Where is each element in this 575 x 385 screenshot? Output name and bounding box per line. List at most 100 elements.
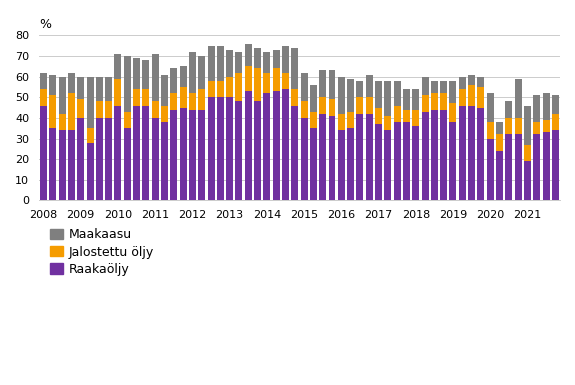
Bar: [366, 97, 373, 114]
Bar: [301, 101, 308, 118]
Bar: [105, 101, 112, 118]
Bar: [87, 77, 94, 128]
Bar: [161, 122, 168, 201]
Bar: [459, 77, 466, 89]
Bar: [375, 81, 382, 108]
Bar: [496, 122, 503, 134]
Bar: [179, 66, 186, 87]
Bar: [263, 93, 270, 201]
Bar: [543, 120, 550, 132]
Bar: [412, 126, 419, 201]
Bar: [170, 110, 177, 201]
Bar: [515, 79, 522, 118]
Bar: [96, 77, 103, 101]
Bar: [292, 48, 298, 89]
Bar: [124, 112, 131, 128]
Bar: [394, 81, 401, 105]
Bar: [263, 52, 270, 72]
Bar: [384, 81, 392, 116]
Bar: [552, 95, 559, 114]
Bar: [282, 89, 289, 201]
Bar: [450, 104, 457, 122]
Bar: [347, 112, 354, 128]
Bar: [524, 145, 531, 161]
Bar: [40, 89, 47, 105]
Bar: [412, 110, 419, 126]
Bar: [226, 50, 233, 77]
Bar: [77, 118, 84, 201]
Bar: [189, 93, 196, 110]
Bar: [198, 56, 205, 89]
Bar: [49, 95, 56, 128]
Bar: [226, 97, 233, 201]
Bar: [477, 108, 484, 201]
Bar: [235, 72, 243, 101]
Bar: [543, 132, 550, 201]
Bar: [152, 54, 159, 101]
Bar: [124, 56, 131, 112]
Bar: [59, 130, 66, 201]
Bar: [486, 139, 494, 201]
Bar: [486, 122, 494, 139]
Bar: [170, 69, 177, 93]
Bar: [543, 93, 550, 120]
Bar: [49, 128, 56, 201]
Bar: [198, 89, 205, 110]
Bar: [245, 91, 252, 201]
Bar: [68, 72, 75, 93]
Bar: [515, 118, 522, 134]
Bar: [468, 85, 475, 105]
Bar: [552, 130, 559, 201]
Bar: [356, 97, 363, 114]
Bar: [403, 122, 410, 201]
Bar: [40, 105, 47, 201]
Bar: [366, 114, 373, 201]
Bar: [143, 89, 150, 105]
Bar: [421, 77, 428, 95]
Bar: [319, 70, 326, 97]
Bar: [273, 69, 279, 91]
Bar: [292, 89, 298, 105]
Bar: [179, 87, 186, 108]
Bar: [217, 46, 224, 81]
Bar: [282, 46, 289, 72]
Bar: [505, 118, 512, 134]
Bar: [319, 114, 326, 201]
Legend: Maakaasu, Jalostettu öljy, Raakaöljy: Maakaasu, Jalostettu öljy, Raakaöljy: [50, 228, 154, 276]
Bar: [328, 99, 335, 116]
Bar: [235, 101, 243, 201]
Bar: [328, 70, 335, 99]
Bar: [282, 72, 289, 89]
Bar: [170, 93, 177, 110]
Bar: [524, 105, 531, 145]
Bar: [310, 85, 317, 112]
Bar: [384, 130, 392, 201]
Bar: [440, 81, 447, 93]
Bar: [152, 118, 159, 201]
Bar: [105, 77, 112, 101]
Bar: [384, 116, 392, 130]
Bar: [133, 89, 140, 105]
Bar: [477, 87, 484, 108]
Bar: [394, 105, 401, 122]
Bar: [496, 151, 503, 201]
Text: %: %: [39, 18, 51, 31]
Bar: [254, 101, 261, 201]
Bar: [245, 44, 252, 66]
Bar: [431, 93, 438, 110]
Bar: [505, 101, 512, 118]
Bar: [412, 89, 419, 110]
Bar: [198, 110, 205, 201]
Bar: [533, 95, 540, 122]
Bar: [161, 105, 168, 122]
Bar: [459, 105, 466, 201]
Bar: [356, 114, 363, 201]
Bar: [421, 112, 428, 201]
Bar: [59, 77, 66, 114]
Bar: [338, 114, 345, 130]
Bar: [273, 50, 279, 69]
Bar: [477, 77, 484, 87]
Bar: [431, 81, 438, 93]
Bar: [533, 122, 540, 134]
Bar: [292, 105, 298, 201]
